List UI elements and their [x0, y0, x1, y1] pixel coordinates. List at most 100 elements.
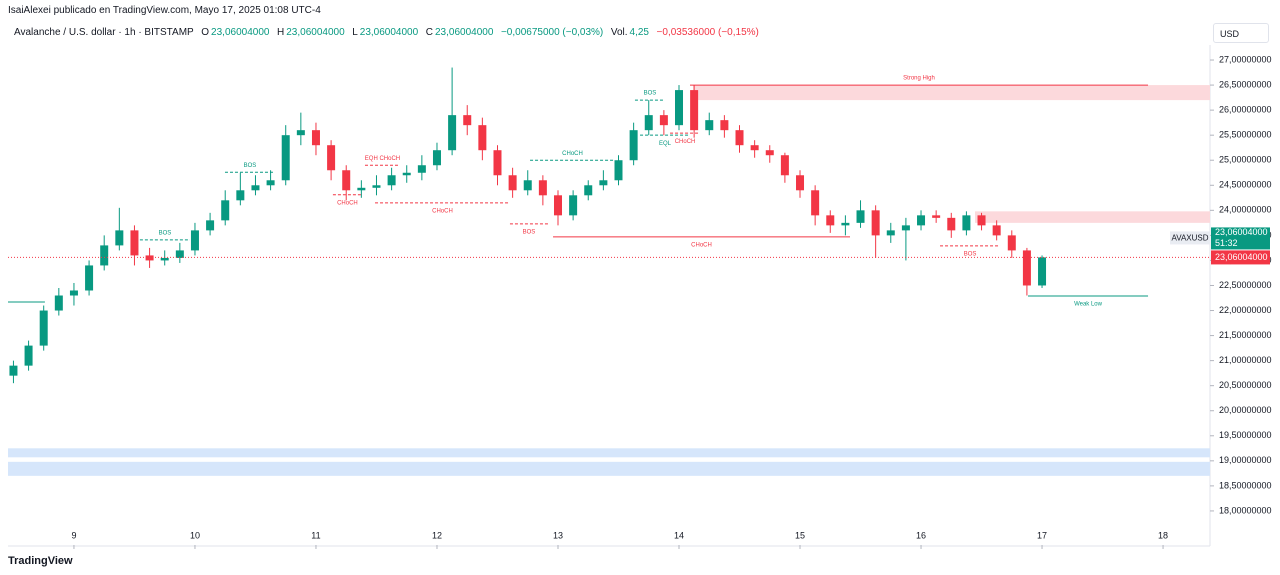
- volume-change: −0,03536000 (−0,15%): [656, 27, 759, 38]
- candle-body: [569, 195, 578, 216]
- candle-body: [100, 245, 109, 266]
- candle-body: [160, 257, 169, 261]
- structure-label: EQH CHoCH: [365, 156, 400, 162]
- zone: [8, 461, 1210, 476]
- y-tick-label: 22,00000000: [1219, 305, 1272, 315]
- structure-label: BOS: [159, 230, 172, 236]
- candle-body: [190, 230, 199, 251]
- candle-body: [9, 365, 18, 376]
- info-bar: Avalanche / U.S. dollar · 1h · BITSTAMP …: [14, 27, 761, 38]
- y-tick-label: 27,00000000: [1219, 54, 1272, 64]
- candle-body: [811, 190, 820, 216]
- candle-body: [417, 165, 426, 173]
- candle-body: [932, 215, 941, 218]
- symbol-tag: [1211, 227, 1270, 250]
- candle-body: [977, 215, 986, 226]
- y-tick-label: 20,00000000: [1219, 405, 1272, 415]
- y-tick-label: 19,50000000: [1219, 430, 1272, 440]
- candle-body: [992, 225, 1001, 236]
- candle-body: [962, 215, 971, 231]
- x-tick-label: 16: [916, 530, 926, 540]
- candle-body: [478, 125, 487, 151]
- price-tag-label: 23,06004000: [1215, 252, 1268, 262]
- x-tick-label: 14: [674, 530, 684, 540]
- structure-label: BOS: [644, 91, 657, 97]
- candle-body: [221, 200, 230, 221]
- y-tick-label: 24,00000000: [1219, 205, 1272, 215]
- candle-body: [432, 150, 441, 166]
- currency-button[interactable]: USD: [1213, 23, 1269, 43]
- candle-body: [311, 130, 320, 146]
- structure-label: CHoCH: [562, 151, 583, 157]
- volume-key: Vol.: [610, 27, 628, 38]
- candle-body: [553, 195, 562, 216]
- candle-body: [1022, 250, 1031, 286]
- candle-body: [463, 115, 472, 126]
- candle-body: [24, 345, 33, 366]
- x-tick-label: 15: [795, 530, 805, 540]
- candle-body: [886, 230, 895, 236]
- price-tag: [1211, 250, 1270, 265]
- candle-body: [901, 225, 910, 231]
- zone: [974, 211, 1210, 223]
- x-tick-label: 9: [71, 530, 76, 540]
- candle-body: [917, 215, 926, 226]
- structure-label: CHoCH: [675, 139, 696, 145]
- candle-body: [493, 150, 502, 176]
- x-tick-label: 17: [1037, 530, 1047, 540]
- ohlc-key: L: [352, 27, 358, 38]
- y-tick-label: 24,50000000: [1219, 180, 1272, 190]
- x-tick-label: 11: [311, 530, 320, 540]
- candle-body: [856, 210, 865, 223]
- x-tick-label: 12: [432, 530, 442, 540]
- candle-body: [342, 170, 351, 191]
- candle-body: [39, 310, 48, 346]
- candle-body: [448, 115, 457, 151]
- zone: [693, 85, 1210, 101]
- structure-label: EQL: [659, 141, 672, 147]
- structure-label: Weak Low: [1074, 302, 1103, 308]
- candle-body: [372, 185, 381, 188]
- x-tick-label: 18: [1158, 530, 1168, 540]
- candle-body: [614, 160, 623, 181]
- candle-body: [523, 180, 532, 191]
- candle-body: [765, 150, 774, 156]
- candle-body: [357, 187, 366, 191]
- candle-body: [206, 220, 215, 231]
- candle-body: [871, 210, 880, 236]
- candle-body: [1038, 257, 1047, 286]
- logo: TradingView: [8, 555, 73, 567]
- candle-body: [750, 145, 759, 151]
- y-tick-label: 25,50000000: [1219, 130, 1272, 140]
- candle-body: [599, 180, 608, 186]
- change: −0,00675000 (−0,03%): [500, 27, 604, 38]
- candle-body: [659, 115, 668, 126]
- candle-body: [69, 290, 78, 296]
- y-tick-label: 26,50000000: [1219, 79, 1272, 89]
- structure-label: CHoCH: [432, 208, 453, 214]
- candle-body: [236, 190, 245, 201]
- ohlc-key: C: [425, 27, 433, 38]
- candle-body: [705, 120, 714, 131]
- candle-body: [796, 175, 805, 191]
- candle-body: [826, 215, 835, 226]
- candle-body: [508, 175, 517, 191]
- structure-label: BOS: [523, 229, 536, 235]
- structure-label: BOS: [964, 251, 977, 257]
- candle-body: [251, 185, 260, 191]
- symbol-name-tag: [1170, 231, 1210, 245]
- x-tick-label: 10: [190, 530, 200, 540]
- candle-body: [1007, 235, 1016, 251]
- volume: 4,25: [629, 27, 649, 38]
- y-tick-label: 25,00000000: [1219, 155, 1272, 165]
- candle-body: [841, 222, 850, 226]
- candle-body: [130, 230, 139, 256]
- candle-body: [175, 250, 184, 258]
- y-tick-label: 18,00000000: [1219, 505, 1272, 515]
- ohlc-value: 23,06004000: [359, 27, 419, 38]
- candle-body: [115, 230, 124, 246]
- y-tick-label: 19,00000000: [1219, 455, 1272, 465]
- candle-body: [538, 180, 547, 196]
- candle-body: [266, 180, 275, 186]
